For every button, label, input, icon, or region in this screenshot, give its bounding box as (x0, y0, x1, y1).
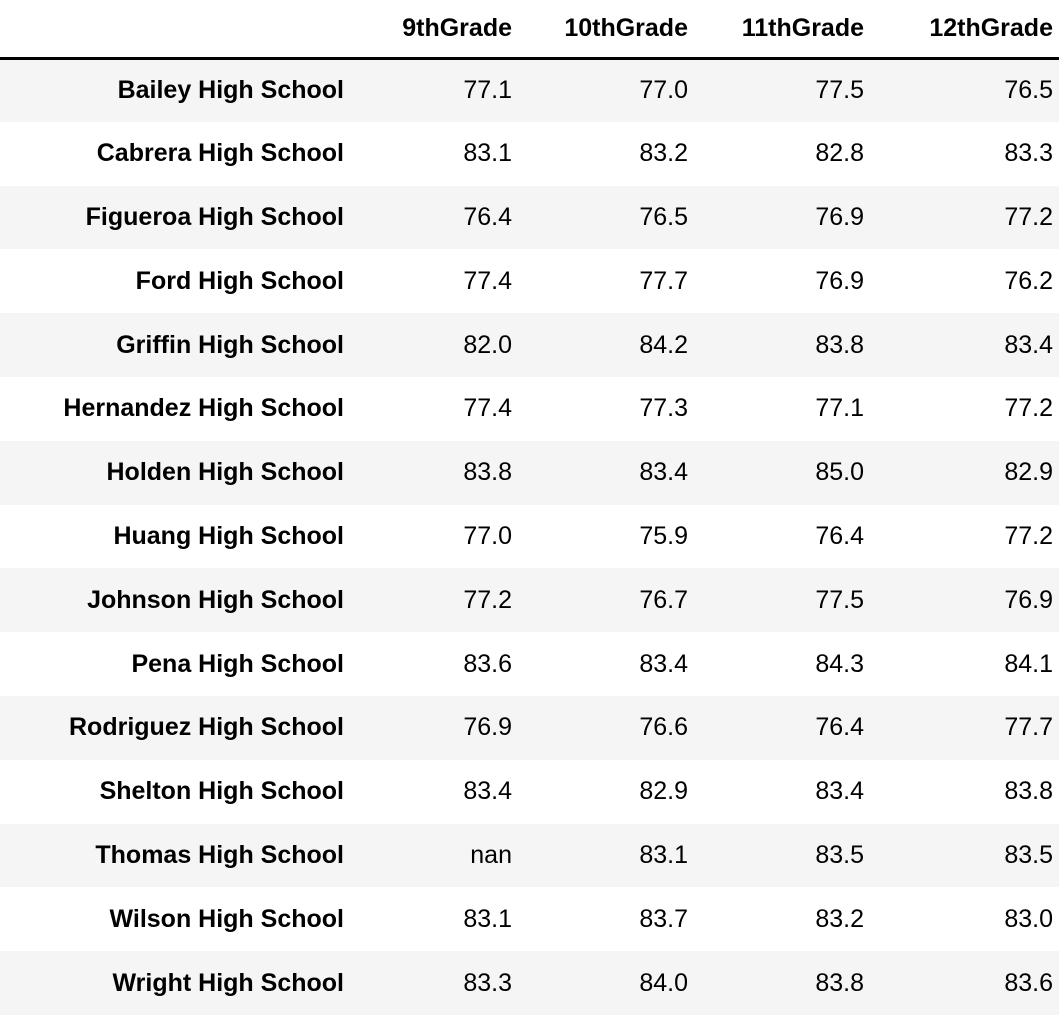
table-row: Huang High School 77.0 75.9 76.4 77.2 (0, 504, 1059, 569)
table-cell: 83.6 (1004, 968, 1053, 997)
table-cell: 76.9 (815, 202, 864, 231)
table-cell: 77.1 (463, 76, 512, 105)
row-label: Ford High School (135, 266, 344, 295)
table-cell: 77.5 (815, 585, 864, 614)
table-cell: 84.2 (639, 330, 688, 359)
table-row: Pena High School 83.6 83.4 84.3 84.1 (0, 632, 1059, 696)
table-cell: 83.3 (1004, 139, 1053, 168)
table-cell: 77.7 (639, 266, 688, 295)
table-cell: 77.0 (639, 76, 688, 105)
table-cell: nan (470, 840, 512, 869)
table-header: 9thGrade 10thGrade 11thGrade 12thGrade (0, 0, 1059, 60)
table-row: Shelton High School 83.4 82.9 83.4 83.8 (0, 759, 1059, 824)
table-row: Holden High School 83.8 83.4 85.0 82.9 (0, 440, 1059, 505)
row-label: Wright High School (112, 968, 344, 997)
table-cell: 83.8 (815, 330, 864, 359)
table-cell: 84.3 (815, 649, 864, 678)
row-label: Johnson High School (87, 585, 344, 614)
table-row: Rodriguez High School 76.9 76.6 76.4 77.… (0, 695, 1059, 760)
table-cell: 76.5 (1004, 76, 1053, 105)
table-cell: 77.4 (463, 266, 512, 295)
row-label: Pena High School (131, 649, 344, 678)
table-cell: 77.2 (463, 585, 512, 614)
row-label: Huang High School (113, 521, 344, 550)
table-cell: 76.4 (815, 521, 864, 550)
table-cell: 77.5 (815, 76, 864, 105)
table-cell: 76.2 (1004, 266, 1053, 295)
column-header-9thgrade: 9thGrade (352, 0, 528, 60)
table-row: Figueroa High School 76.4 76.5 76.9 77.2 (0, 185, 1059, 250)
table-body: Bailey High School 77.1 77.0 77.5 76.5 C… (0, 58, 1059, 1015)
table-cell: 75.9 (639, 521, 688, 550)
column-header-10thgrade: 10thGrade (528, 0, 704, 60)
table-cell: 85.0 (815, 458, 864, 487)
table-cell: 82.9 (1004, 458, 1053, 487)
table-cell: 83.4 (815, 777, 864, 806)
column-header-12thgrade: 12thGrade (880, 0, 1059, 60)
header-row: 9thGrade 10thGrade 11thGrade 12thGrade (0, 0, 1059, 60)
row-label: Holden High School (106, 458, 345, 487)
table-row: Cabrera High School 83.1 83.2 82.8 83.3 (0, 121, 1059, 186)
table-cell: 83.3 (463, 968, 512, 997)
table-cell: 83.2 (639, 139, 688, 168)
table-cell: 83.4 (1004, 330, 1053, 359)
table-cell: 77.2 (1004, 394, 1053, 423)
table-cell: 83.8 (463, 458, 512, 487)
table-cell: 76.9 (463, 713, 512, 742)
row-label: Griffin High School (116, 330, 344, 359)
table-cell: 83.4 (463, 777, 512, 806)
table-cell: 83.1 (639, 840, 688, 869)
table-cell: 76.7 (639, 585, 688, 614)
row-label: Figueroa High School (85, 202, 344, 231)
table-row: Wright High School 83.3 84.0 83.8 83.6 (0, 951, 1059, 1015)
row-label: Thomas High School (95, 840, 344, 869)
table-cell: 77.2 (1004, 202, 1053, 231)
table-cell: 83.1 (463, 139, 512, 168)
table-cell: 83.1 (463, 904, 512, 933)
table-cell: 77.7 (1004, 713, 1053, 742)
table-cell: 76.9 (815, 266, 864, 295)
table-cell: 77.1 (815, 394, 864, 423)
table-cell: 77.0 (463, 521, 512, 550)
column-header-11thgrade: 11thGrade (704, 0, 880, 60)
row-label: Wilson High School (109, 904, 345, 933)
table-cell: 83.4 (639, 649, 688, 678)
table-cell: 83.8 (815, 968, 864, 997)
row-label: Rodriguez High School (69, 713, 344, 742)
row-label: Cabrera High School (96, 139, 344, 168)
table-row: Hernandez High School 77.4 77.3 77.1 77.… (0, 376, 1059, 441)
table-cell: 84.1 (1004, 649, 1053, 678)
row-label: Bailey High School (117, 76, 344, 105)
table-row: Wilson High School 83.1 83.7 83.2 83.0 (0, 887, 1059, 952)
row-label: Hernandez High School (63, 394, 344, 423)
row-label: Shelton High School (99, 777, 344, 806)
table-cell: 82.8 (815, 139, 864, 168)
table-cell: 83.5 (815, 840, 864, 869)
table-cell: 83.5 (1004, 840, 1053, 869)
table-cell: 77.4 (463, 394, 512, 423)
table-cell: 76.4 (815, 713, 864, 742)
table-cell: 76.9 (1004, 585, 1053, 614)
table-cell: 83.7 (639, 904, 688, 933)
table-cell: 84.0 (639, 968, 688, 997)
table-cell: 83.0 (1004, 904, 1053, 933)
table-row: Johnson High School 77.2 76.7 77.5 76.9 (0, 568, 1059, 633)
table-row: Thomas High School nan 83.1 83.5 83.5 (0, 823, 1059, 888)
index-header (0, 0, 352, 60)
table-cell: 76.5 (639, 202, 688, 231)
table-cell: 83.8 (1004, 777, 1053, 806)
table-cell: 82.9 (639, 777, 688, 806)
table-cell: 83.6 (463, 649, 512, 678)
table-cell: 83.2 (815, 904, 864, 933)
table-cell: 83.4 (639, 458, 688, 487)
table-cell: 77.3 (639, 394, 688, 423)
table-row: Griffin High School 82.0 84.2 83.8 83.4 (0, 313, 1059, 377)
table-cell: 76.6 (639, 713, 688, 742)
table-cell: 77.2 (1004, 521, 1053, 550)
table-row: Ford High School 77.4 77.7 76.9 76.2 (0, 249, 1059, 314)
table-cell: 76.4 (463, 202, 512, 231)
table-cell: 82.0 (463, 330, 512, 359)
table-row: Bailey High School 77.1 77.0 77.5 76.5 (0, 58, 1059, 122)
